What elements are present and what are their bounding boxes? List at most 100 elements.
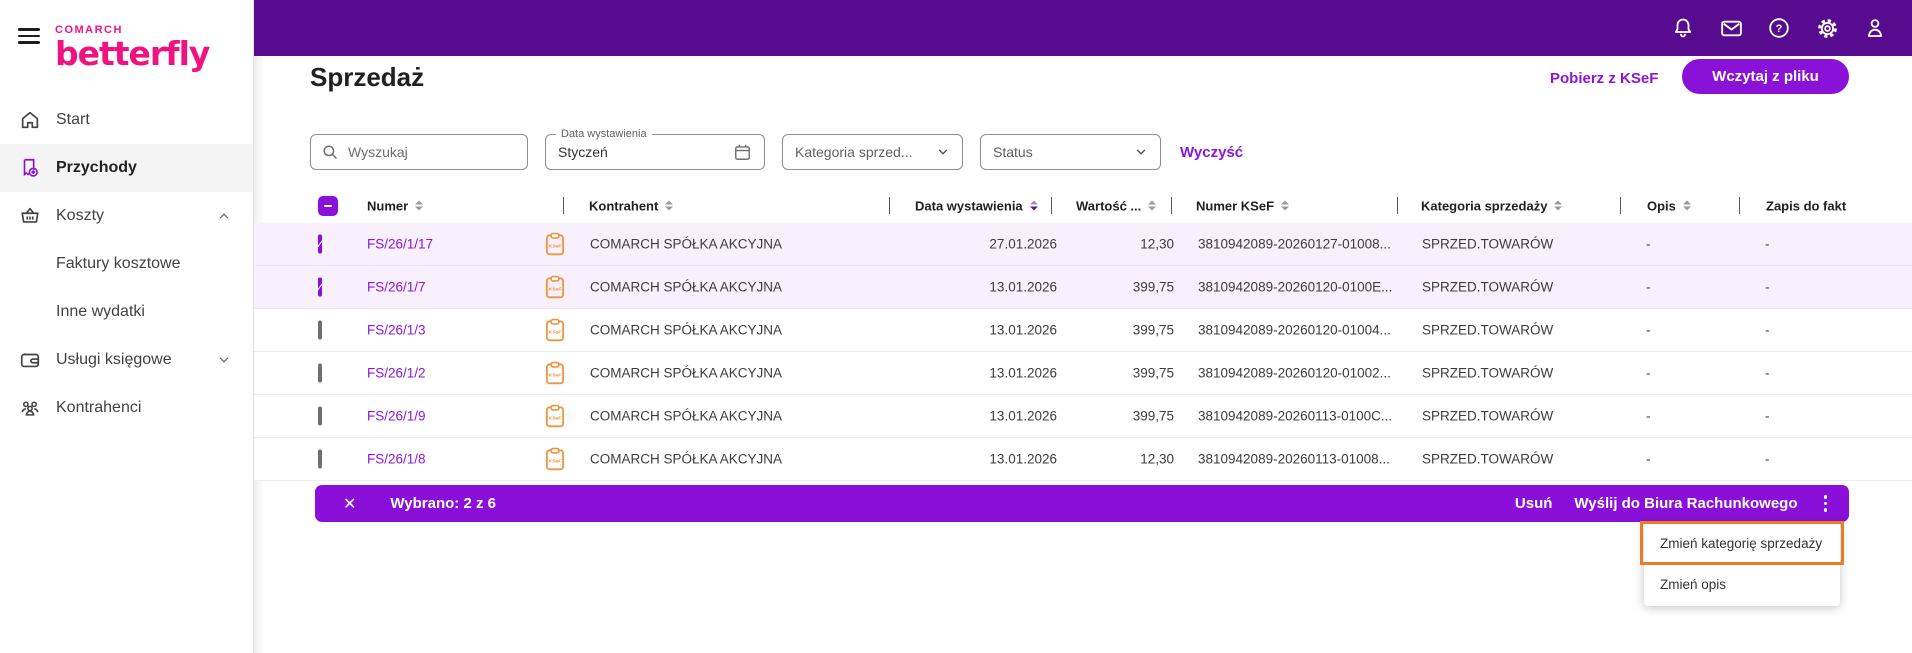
contractor-name: COMARCH SPÓŁKA AKCYJNA xyxy=(590,365,783,381)
menu-item-change-sales-category[interactable]: Zmień kategorię sprzedaży xyxy=(1640,521,1844,565)
sort-icon-descending[interactable] xyxy=(1029,200,1038,211)
invoice-number-link[interactable]: FS/26/1/17 xyxy=(367,236,434,252)
svg-text:KSeF: KSeF xyxy=(549,244,563,250)
sidebar-item-label: Kontrahenci xyxy=(56,399,142,416)
sales-category: SPRZED.TOWARÓW xyxy=(1422,408,1554,424)
selection-count: Wybrano: 2 z 6 xyxy=(390,495,496,512)
column-header-kontrahent[interactable]: Kontrahent xyxy=(589,198,674,213)
ksef-document-icon: KSeF xyxy=(542,403,568,429)
brand-logo[interactable]: COMARCH betterfly xyxy=(55,24,210,72)
sidebar-item-przychody[interactable]: Przychody xyxy=(0,144,253,192)
description: - xyxy=(1646,279,1651,295)
ksef-number: 3810942089-20260113-01008... xyxy=(1198,451,1390,467)
row-checkbox[interactable] xyxy=(318,277,322,297)
sidebar-item-uslugi-ksiegowe[interactable]: Usługi księgowe xyxy=(0,336,253,384)
column-header-kategoria[interactable]: Kategoria sprzedaży xyxy=(1421,198,1563,213)
table-row[interactable]: FS/26/1/7 KSeF COMARCH SPÓŁKA AKCYJNA 13… xyxy=(254,266,1912,309)
sort-icon[interactable] xyxy=(665,200,674,211)
column-header-wartosc[interactable]: Wartość ... xyxy=(1076,198,1157,213)
issue-date-field[interactable]: Data wystawienia Styczeń xyxy=(545,128,765,170)
row-checkbox[interactable] xyxy=(318,320,322,340)
sidebar-item-start[interactable]: Start xyxy=(0,96,253,144)
menu-item-change-description[interactable]: Zmień opis xyxy=(1660,577,1727,592)
user-icon[interactable] xyxy=(1862,15,1888,41)
contractor-name: COMARCH SPÓŁKA AKCYJNA xyxy=(590,279,783,295)
sort-icon[interactable] xyxy=(1554,200,1563,211)
column-header-data-wystawienia[interactable]: Data wystawienia xyxy=(915,198,1038,213)
table-row[interactable]: FS/26/1/17 KSeF COMARCH SPÓŁKA AKCYJNA 2… xyxy=(254,223,1912,266)
svg-text:KSeF: KSeF xyxy=(549,416,563,422)
sidebar-nav: Start Przychody Koszty Faktury kosztowe xyxy=(0,96,253,432)
ksef-document-icon: KSeF xyxy=(542,317,568,343)
row-checkbox[interactable] xyxy=(318,449,322,469)
column-header-opis[interactable]: Opis xyxy=(1647,198,1691,213)
search-field[interactable] xyxy=(310,134,528,170)
sort-icon[interactable] xyxy=(1281,200,1290,211)
sales-category-select[interactable]: Kategoria sprzed... xyxy=(782,134,963,170)
chevron-down-icon[interactable] xyxy=(217,353,231,367)
calendar-icon[interactable] xyxy=(733,143,752,162)
close-icon[interactable]: ✕ xyxy=(343,495,357,513)
settings-icon[interactable] xyxy=(1814,15,1840,41)
value: 12,30 xyxy=(1140,236,1174,252)
column-separator xyxy=(1051,197,1052,214)
income-invoice-icon xyxy=(18,156,42,180)
column-separator xyxy=(1620,197,1621,214)
delete-button[interactable]: Usuń xyxy=(1514,495,1553,512)
sidebar-item-inne-wydatki[interactable]: Inne wydatki xyxy=(0,288,253,336)
table-row[interactable]: FS/26/1/3 KSeF COMARCH SPÓŁKA AKCYJNA 13… xyxy=(254,309,1912,352)
ksef-document-icon: KSeF xyxy=(542,231,568,257)
mail-icon[interactable] xyxy=(1718,15,1744,41)
column-separator xyxy=(1397,197,1398,214)
svg-text:?: ? xyxy=(1776,23,1783,35)
column-separator xyxy=(1171,197,1172,214)
invoice-number-link[interactable]: FS/26/1/3 xyxy=(367,322,426,338)
invoice-record: - xyxy=(1765,365,1770,381)
invoice-number-link[interactable]: FS/26/1/7 xyxy=(367,279,426,295)
column-header-numer[interactable]: Numer xyxy=(367,198,424,213)
invoice-number-link[interactable]: FS/26/1/2 xyxy=(367,365,426,381)
select-all-checkbox[interactable] xyxy=(318,195,338,216)
invoice-number-link[interactable]: FS/26/1/8 xyxy=(367,451,426,467)
row-checkbox[interactable] xyxy=(318,406,322,426)
hamburger-menu-icon[interactable] xyxy=(18,28,40,44)
invoice-record: - xyxy=(1765,451,1770,467)
help-icon[interactable]: ? xyxy=(1766,15,1792,41)
invoice-number-link[interactable]: FS/26/1/9 xyxy=(367,408,426,424)
people-icon xyxy=(18,396,42,420)
sort-icon[interactable] xyxy=(1148,200,1157,211)
send-to-accounting-button[interactable]: Wyślij do Biura Rachunkowego xyxy=(1574,495,1798,512)
table-row[interactable]: FS/26/1/9 KSeF COMARCH SPÓŁKA AKCYJNA 13… xyxy=(254,395,1912,438)
chevron-up-icon[interactable] xyxy=(217,209,231,223)
ksef-document-icon: KSeF xyxy=(542,274,568,300)
sidebar-item-kontrahenci[interactable]: Kontrahenci xyxy=(0,384,253,432)
row-checkbox[interactable] xyxy=(318,234,322,254)
table-header: Numer Kontrahent Data wystawienia Wartoś… xyxy=(254,188,1912,223)
sidebar-item-label: Start xyxy=(56,111,90,128)
column-header-zapis[interactable]: Zapis do fakt xyxy=(1766,198,1847,213)
table-row[interactable]: FS/26/1/2 KSeF COMARCH SPÓŁKA AKCYJNA 13… xyxy=(254,352,1912,395)
sort-icon[interactable] xyxy=(415,200,424,211)
value: 399,75 xyxy=(1132,408,1174,424)
invoice-record: - xyxy=(1765,236,1770,252)
download-from-ksef-link[interactable]: Pobierz z KSeF xyxy=(1550,70,1659,87)
ksef-number: 3810942089-20260120-01004... xyxy=(1198,322,1391,338)
brand-company: COMARCH xyxy=(55,24,123,36)
sidebar-item-faktury-kosztowe[interactable]: Faktury kosztowe xyxy=(0,240,253,288)
search-input[interactable] xyxy=(348,144,508,160)
clear-filters-link[interactable]: Wyczyść xyxy=(1180,143,1244,161)
table-row[interactable]: FS/26/1/8 KSeF COMARCH SPÓŁKA AKCYJNA 13… xyxy=(254,438,1912,481)
value: 399,75 xyxy=(1132,365,1174,381)
bell-icon[interactable] xyxy=(1670,15,1696,41)
issue-date: 13.01.2026 xyxy=(989,322,1057,338)
search-icon xyxy=(321,143,339,161)
sort-icon[interactable] xyxy=(1682,200,1691,211)
description: - xyxy=(1646,322,1651,338)
row-checkbox[interactable] xyxy=(318,363,322,383)
load-from-file-button[interactable]: Wczytaj z pliku xyxy=(1682,59,1849,94)
column-header-numer-ksef[interactable]: Numer KSeF xyxy=(1196,198,1290,213)
status-select[interactable]: Status xyxy=(980,134,1161,170)
sidebar-item-koszty[interactable]: Koszty xyxy=(0,192,253,240)
more-options-icon[interactable] xyxy=(1823,495,1827,512)
sales-category: SPRZED.TOWARÓW xyxy=(1422,365,1554,381)
